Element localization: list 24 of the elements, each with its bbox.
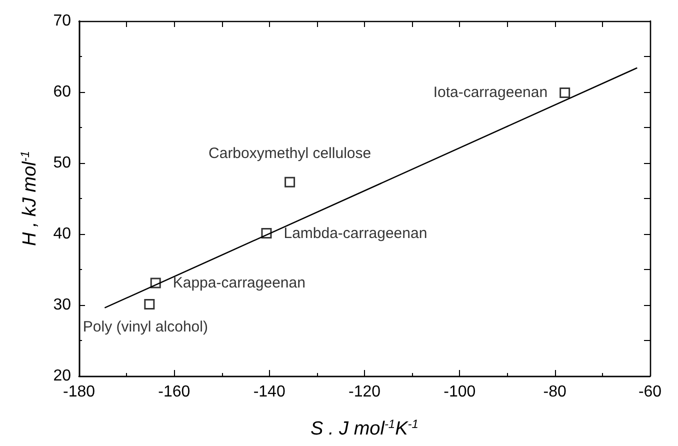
annotation: Poly (vinyl alcohol) [82, 318, 208, 336]
annotation: Kappa-carrageenan [172, 274, 306, 292]
point [284, 176, 296, 188]
y-tick-label: 30 [53, 296, 72, 314]
x-tick-label: -120 [348, 384, 381, 400]
y-tick-label: 60 [53, 84, 72, 100]
y-tick-label: 40 [53, 226, 72, 242]
annotation: Carboxymethyl cellulose [208, 144, 372, 162]
annotation: Lambda-carrageenan [284, 224, 428, 242]
point [144, 299, 155, 310]
x-tick-label: -140 [253, 384, 286, 400]
annotation: Iota-carrageenan [433, 84, 548, 102]
x-tick-label: -100 [444, 384, 476, 400]
x-tick-label: -160 [158, 384, 190, 400]
point [560, 87, 570, 98]
y-tick-label: 50 [53, 154, 72, 172]
point [150, 278, 161, 288]
x-tick-label: -180 [62, 384, 96, 400]
y-axis-title: H , kJ mol-1 [18, 150, 40, 246]
y-tick-label: 70 [53, 12, 72, 30]
point [261, 228, 272, 239]
x-tick-label: -60 [638, 384, 662, 400]
y-tick-label: 20 [53, 368, 72, 384]
x-tick-label: -80 [543, 384, 566, 400]
